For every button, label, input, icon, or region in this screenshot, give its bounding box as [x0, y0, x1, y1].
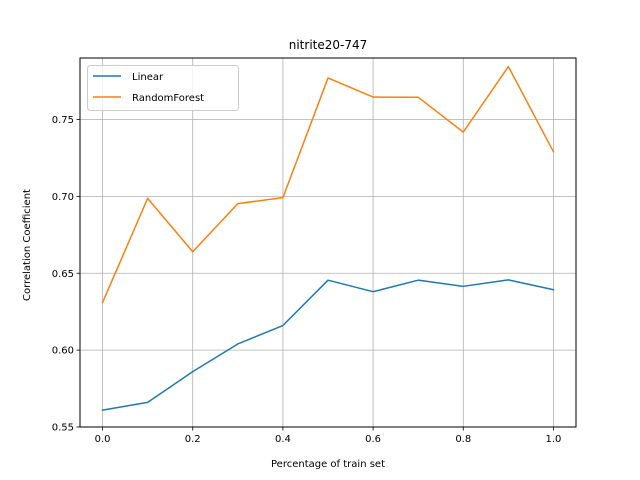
x-tick-label: 1.0 [546, 434, 562, 445]
legend-box [87, 65, 239, 111]
series-line-linear [101, 279, 555, 411]
series-line-randomforest [101, 65, 555, 304]
y-tick-label: 0.70 [52, 192, 74, 203]
y-tick-label: 0.55 [52, 423, 74, 434]
x-tick-label: 0.2 [185, 434, 201, 445]
y-tick-label: 0.65 [52, 269, 74, 280]
y-axis-ticks: 0.55 0.60 0.65 0.70 0.75 [52, 115, 80, 434]
legend-label-randomforest: RandomForest [132, 93, 204, 104]
x-axis-ticks: 0.0 0.2 0.4 0.6 0.8 1.0 [95, 427, 562, 445]
y-axis-label: Correlation Coefficient [22, 189, 33, 301]
y-tick-label: 0.60 [52, 346, 74, 357]
x-tick-label: 0.8 [455, 434, 471, 445]
y-tick-label: 0.75 [52, 115, 74, 126]
x-tick-label: 0.0 [95, 434, 111, 445]
x-tick-label: 0.6 [365, 434, 381, 445]
legend: Linear RandomForest [87, 65, 239, 111]
x-tick-label: 0.4 [275, 434, 291, 445]
legend-label-linear: Linear [132, 72, 164, 83]
series-lines [101, 65, 555, 411]
plot-frame [79, 57, 577, 428]
grid [80, 58, 576, 428]
chart-title: nitrite20-747 [289, 38, 368, 52]
x-axis-label: Percentage of train set [271, 459, 385, 470]
